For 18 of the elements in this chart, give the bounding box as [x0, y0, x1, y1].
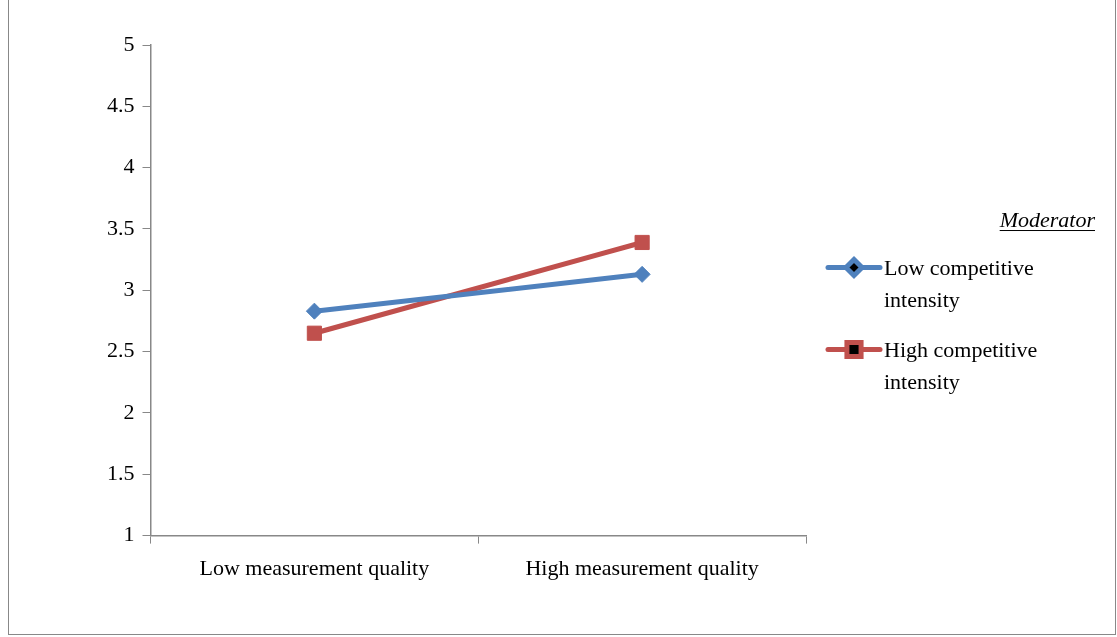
- point: [305, 302, 323, 320]
- y-tick-label: 4: [123, 153, 135, 179]
- y-tick-label: 1: [123, 521, 135, 547]
- x-tick-label: Low measurement quality: [199, 554, 430, 580]
- y-tick-label: 3: [123, 276, 135, 302]
- x-tick-label: High measurement quality: [525, 554, 759, 580]
- y-tick-label: 3.5: [107, 214, 135, 240]
- y-tick-label: 2: [123, 398, 135, 424]
- y-tick-label: 4.5: [107, 92, 135, 118]
- legend-title: Moderator: [998, 206, 1096, 232]
- legend-label: Low competitive intensity: [884, 254, 1034, 312]
- y-tick-label: 1.5: [107, 460, 135, 486]
- y-tick-label: 5: [123, 30, 135, 56]
- point: [634, 234, 650, 251]
- point: [306, 325, 322, 341]
- legend-label: High competitive intensity: [884, 336, 1038, 394]
- y-tick-label: 2.5: [107, 337, 135, 363]
- point: [633, 265, 651, 283]
